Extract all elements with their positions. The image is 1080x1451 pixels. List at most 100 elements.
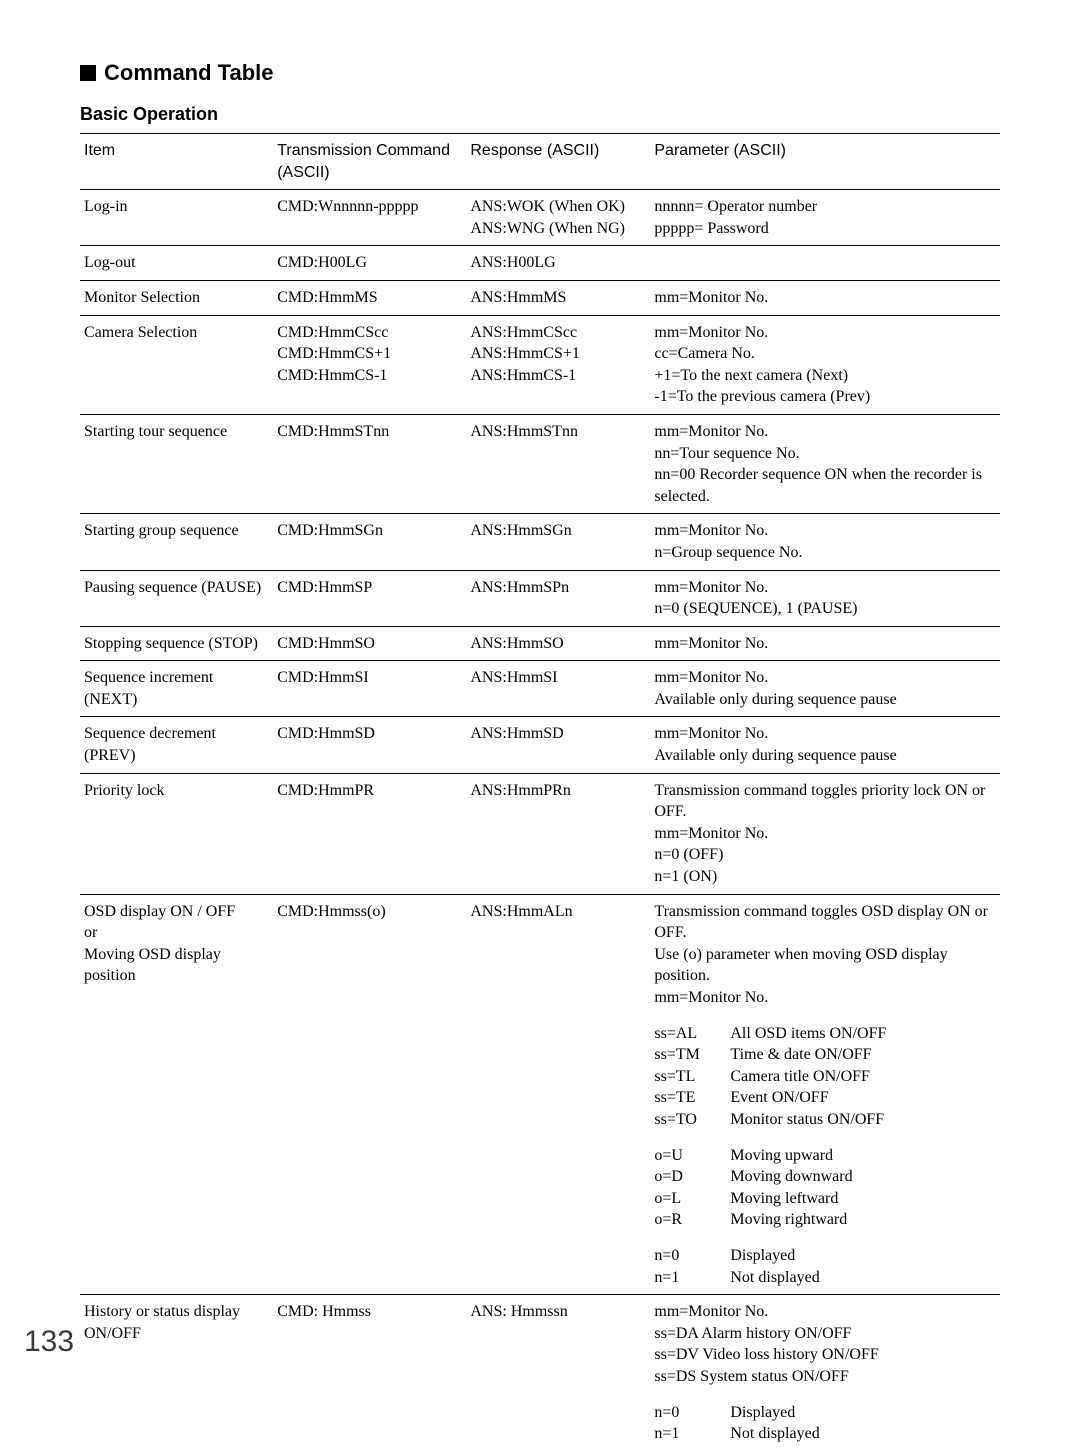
cell-param: mm=Monitor No. Available only during seq…: [650, 717, 1000, 773]
cell-param: [650, 246, 1000, 281]
osd-param-head: Transmission command toggles OSD display…: [654, 901, 996, 1009]
k: ss=TL: [654, 1066, 724, 1088]
history-n-legend: n=0Displayed n=1Not displayed: [654, 1402, 996, 1445]
table-row: Pausing sequence (PAUSE) CMD:HmmSP ANS:H…: [80, 570, 1000, 626]
k: o=D: [654, 1166, 724, 1188]
cell-param: mm=Monitor No.: [650, 626, 1000, 661]
cell-param: Transmission command toggles OSD display…: [650, 894, 1000, 1295]
section-heading: Command Table: [80, 60, 1000, 86]
k: n=0: [654, 1402, 724, 1424]
osd-n-legend: n=0 Displayed n=1 Not displayed: [654, 1245, 996, 1288]
table-row: Monitor Selection CMD:HmmMS ANS:HmmMS mm…: [80, 280, 1000, 315]
table-row: Starting tour sequence CMD:HmmSTnn ANS:H…: [80, 414, 1000, 513]
cell-param: mm=Monitor No. n=Group sequence No.: [650, 514, 1000, 570]
v: Moving leftward: [730, 1188, 996, 1210]
table-row: Log-out CMD:H00LG ANS:H00LG: [80, 246, 1000, 281]
table-row: Stopping sequence (STOP) CMD:HmmSO ANS:H…: [80, 626, 1000, 661]
table-row: Sequence increment (NEXT) CMD:HmmSI ANS:…: [80, 661, 1000, 717]
v: Time & date ON/OFF: [730, 1044, 996, 1066]
v: Moving downward: [730, 1166, 996, 1188]
k: n=1: [654, 1423, 724, 1445]
cell-resp: ANS:H00LG: [466, 246, 650, 281]
cell-item: History or status display ON/OFF: [80, 1295, 273, 1451]
cell-param: mm=Monitor No. n=0 (SEQUENCE), 1 (PAUSE): [650, 570, 1000, 626]
cell-item: Sequence increment (NEXT): [80, 661, 273, 717]
cell-resp: ANS: Hmmssn: [466, 1295, 650, 1451]
cell-resp: ANS:HmmALn: [466, 894, 650, 1295]
cell-resp: ANS:HmmSGn: [466, 514, 650, 570]
cell-resp: ANS:HmmSPn: [466, 570, 650, 626]
cell-tx: CMD:H00LG: [273, 246, 466, 281]
cell-tx: CMD:HmmCScc CMD:HmmCS+1 CMD:HmmCS-1: [273, 315, 466, 414]
v: All OSD items ON/OFF: [730, 1023, 996, 1045]
osd-ss-legend: ss=AL All OSD items ON/OFF ss=TM Time & da…: [654, 1023, 996, 1131]
cell-param: mm=Monitor No. nn=Tour sequence No. nn=0…: [650, 414, 1000, 513]
cell-param: mm=Monitor No.: [650, 280, 1000, 315]
cell-item: Starting group sequence: [80, 514, 273, 570]
k: o=U: [654, 1145, 724, 1167]
cell-resp: ANS:HmmPRn: [466, 773, 650, 894]
k: ss=TE: [654, 1087, 724, 1109]
cell-resp: ANS:HmmCScc ANS:HmmCS+1 ANS:HmmCS-1: [466, 315, 650, 414]
cell-resp: ANS:HmmMS: [466, 280, 650, 315]
table-row: OSD display ON / OFF or Moving OSD displ…: [80, 894, 1000, 1295]
cell-resp: ANS:HmmSI: [466, 661, 650, 717]
k: n=1: [654, 1267, 724, 1289]
cell-param: mm=Monitor No. Available only during seq…: [650, 661, 1000, 717]
cell-param: mm=Monitor No. ss=DA Alarm history ON/OF…: [650, 1295, 1000, 1451]
cell-param: nnnnn= Operator number ppppp= Password: [650, 190, 1000, 246]
table-row: History or status display ON/OFF CMD: Hm…: [80, 1295, 1000, 1451]
cell-item: Camera Selection: [80, 315, 273, 414]
cell-item: Stopping sequence (STOP): [80, 626, 273, 661]
table-header-row: Item Transmission Command (ASCII) Respon…: [80, 134, 1000, 190]
cell-tx: CMD:Wnnnnn-ppppp: [273, 190, 466, 246]
cell-item: Starting tour sequence: [80, 414, 273, 513]
cell-resp: ANS:HmmSTnn: [466, 414, 650, 513]
cell-tx: CMD:HmmSD: [273, 717, 466, 773]
col-resp: Response (ASCII): [466, 134, 650, 190]
cell-item: Priority lock: [80, 773, 273, 894]
col-tx: Transmission Command (ASCII): [273, 134, 466, 190]
cell-item: Sequence decrement (PREV): [80, 717, 273, 773]
k: n=0: [654, 1245, 724, 1267]
command-table: Item Transmission Command (ASCII) Respon…: [80, 133, 1000, 1451]
cell-tx: CMD:HmmSP: [273, 570, 466, 626]
v: Monitor status ON/OFF: [730, 1109, 996, 1131]
table-row: Priority lock CMD:HmmPR ANS:HmmPRn Trans…: [80, 773, 1000, 894]
cell-tx: CMD:HmmSGn: [273, 514, 466, 570]
table-row: Camera Selection CMD:HmmCScc CMD:HmmCS+1…: [80, 315, 1000, 414]
v: Not displayed: [730, 1267, 996, 1289]
cell-tx: CMD:HmmSI: [273, 661, 466, 717]
v: Event ON/OFF: [730, 1087, 996, 1109]
cell-resp: ANS:HmmSO: [466, 626, 650, 661]
cell-tx: CMD:HmmPR: [273, 773, 466, 894]
osd-o-legend: o=UMoving upward o=DMoving downward o=LM…: [654, 1145, 996, 1231]
table-row: Log-in CMD:Wnnnnn-ppppp ANS:WOK (When OK…: [80, 190, 1000, 246]
cell-resp: ANS:HmmSD: [466, 717, 650, 773]
cell-tx: CMD:HmmMS: [273, 280, 466, 315]
cell-item: Log-in: [80, 190, 273, 246]
cell-item: Pausing sequence (PAUSE): [80, 570, 273, 626]
table-row: Starting group sequence CMD:HmmSGn ANS:H…: [80, 514, 1000, 570]
col-item: Item: [80, 134, 273, 190]
cell-tx: CMD: Hmmss: [273, 1295, 466, 1451]
v: Camera title ON/OFF: [730, 1066, 996, 1088]
cell-item: Log-out: [80, 246, 273, 281]
v: Displayed: [730, 1245, 996, 1267]
page-number: 133: [24, 1325, 74, 1359]
cell-tx: CMD:Hmmss(o): [273, 894, 466, 1295]
cell-param: mm=Monitor No. cc=Camera No. +1=To the n…: [650, 315, 1000, 414]
cell-param: Transmission command toggles priority lo…: [650, 773, 1000, 894]
v: Moving upward: [730, 1145, 996, 1167]
cell-tx: CMD:HmmSTnn: [273, 414, 466, 513]
v: Moving rightward: [730, 1209, 996, 1231]
k: ss=AL: [654, 1023, 724, 1045]
sub-heading: Basic Operation: [80, 104, 1000, 125]
k: ss=TM: [654, 1044, 724, 1066]
table-row: Sequence decrement (PREV) CMD:HmmSD ANS:…: [80, 717, 1000, 773]
col-param: Parameter (ASCII): [650, 134, 1000, 190]
cell-item: Monitor Selection: [80, 280, 273, 315]
v: Not displayed: [730, 1423, 996, 1445]
k: o=R: [654, 1209, 724, 1231]
k: ss=TO: [654, 1109, 724, 1131]
